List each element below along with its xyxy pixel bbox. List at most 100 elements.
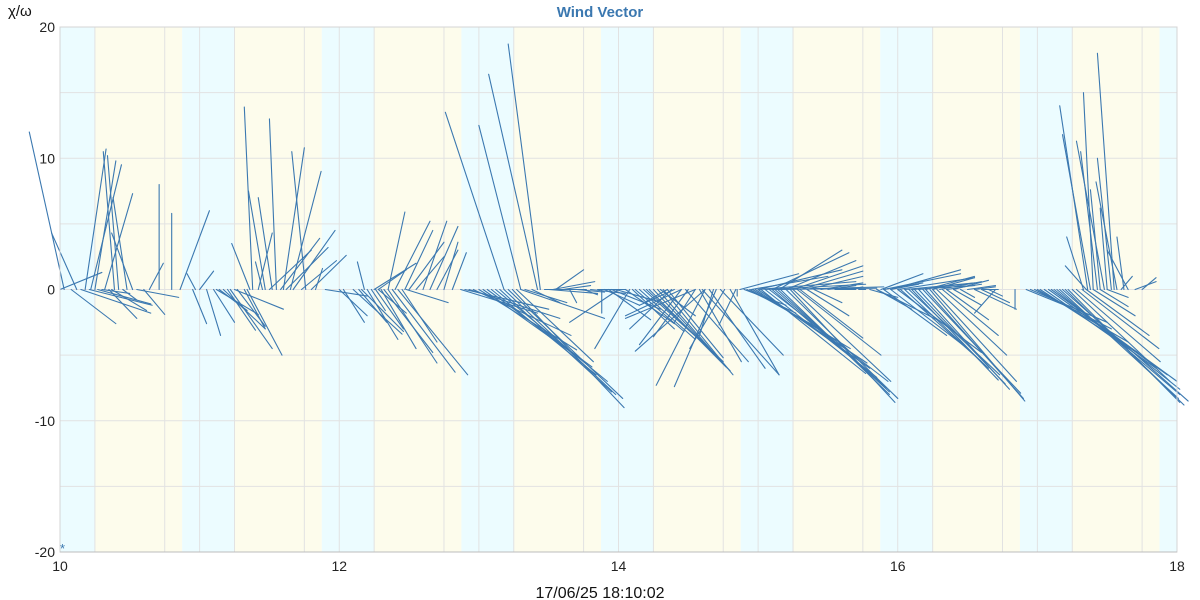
wind-vector-77 xyxy=(387,211,406,291)
wind-vector-6 xyxy=(84,148,107,291)
wind-vector-262 xyxy=(1064,265,1087,291)
wind-vector-81 xyxy=(415,256,445,291)
wind-vector-47 xyxy=(268,118,277,291)
wind-vector-187 xyxy=(785,260,857,291)
wind-vector-225 xyxy=(883,273,962,291)
wind-vector-112 xyxy=(562,285,592,291)
wind-vector-118 xyxy=(603,288,640,306)
wind-vector-155 xyxy=(624,288,682,317)
wind-vector-221 xyxy=(973,288,1017,310)
wind-vector-141 xyxy=(673,288,696,323)
wind-vector-109 xyxy=(548,288,599,294)
wind-vector-5 xyxy=(80,288,152,314)
wind-vector-208 xyxy=(908,288,1001,376)
wind-vector-103 xyxy=(444,111,505,291)
wind-vector-222 xyxy=(980,288,1011,304)
wind-vector-255 xyxy=(1075,288,1161,363)
wind-vector-27 xyxy=(186,273,196,291)
wind-vector-90 xyxy=(472,288,572,336)
wind-vector-3 xyxy=(70,288,117,325)
wind-vector-215 xyxy=(932,288,1017,382)
wind-vector-86 xyxy=(451,252,467,291)
wind-vector-70 xyxy=(387,288,438,364)
wind-vector-128 xyxy=(638,288,696,340)
wind-vector-143 xyxy=(701,288,780,376)
wind-vector-36 xyxy=(233,288,284,310)
wind-vector-176 xyxy=(806,288,850,317)
wind-vector-114 xyxy=(576,288,606,293)
wind-vector-231 xyxy=(925,275,976,291)
wind-vector-145 xyxy=(708,288,766,369)
wind-vector-101 xyxy=(520,288,606,319)
wind-vector-173 xyxy=(792,288,892,382)
wind-vector-84 xyxy=(436,249,459,291)
y-tick-label: -10 xyxy=(35,413,55,429)
wind-vector-series xyxy=(28,43,1189,409)
wind-vector-257 xyxy=(1085,288,1150,336)
wind-vector-137 xyxy=(629,288,673,330)
wind-vector-272 xyxy=(1095,181,1118,291)
wind-vector-203 xyxy=(883,288,948,336)
wind-vector-111 xyxy=(555,269,585,291)
wind-vector-233 xyxy=(939,281,983,291)
y-tick-label: 20 xyxy=(39,19,55,35)
wind-vector-218 xyxy=(946,288,990,321)
wind-vector-54 xyxy=(291,151,307,291)
wind-vector-127 xyxy=(634,288,685,333)
plot-frame xyxy=(59,26,1178,553)
wind-vector-276 xyxy=(1134,281,1157,291)
wind-vector-56 xyxy=(314,267,324,291)
wind-vector-188 xyxy=(792,265,864,291)
wind-vector-123 xyxy=(569,288,620,323)
wind-vector-220 xyxy=(960,288,976,298)
wind-vector-133 xyxy=(657,288,728,369)
wind-vector-66 xyxy=(375,288,405,330)
wind-vector-251 xyxy=(1061,288,1189,402)
wind-vector-211 xyxy=(918,288,1011,390)
wind-vector-68 xyxy=(380,288,417,350)
wind-vector-82 xyxy=(422,220,448,291)
wind-vector-171 xyxy=(785,288,899,399)
wind-vector-76 xyxy=(377,269,407,291)
wind-vector-59 xyxy=(342,288,365,323)
wind-vector-100 xyxy=(516,288,594,363)
chart-title: Wind Vector xyxy=(557,4,644,21)
wind-vector-15 xyxy=(102,151,116,291)
wind-vector-75 xyxy=(373,262,417,291)
wind-vector-190 xyxy=(806,275,864,291)
wind-vector-177 xyxy=(813,288,843,304)
wind-vector-12 xyxy=(104,193,134,291)
wind-vector-197 xyxy=(880,273,924,291)
wind-vector-186 xyxy=(778,249,843,291)
wind-vector-52 xyxy=(292,229,336,291)
wind-vector-4 xyxy=(51,232,78,291)
wind-vector-18 xyxy=(112,197,128,291)
wind-vector-214 xyxy=(929,288,1026,402)
wind-vector-21 xyxy=(143,288,166,315)
wind-vector-48 xyxy=(280,237,321,291)
wind-vector-13 xyxy=(108,288,138,319)
wind-vector-243 xyxy=(1036,288,1129,343)
wind-vector-184 xyxy=(757,269,843,291)
wind-vector-223 xyxy=(987,288,1004,297)
wind-vector-191 xyxy=(820,282,864,291)
y-tick-label: 10 xyxy=(39,150,55,166)
wind-vector-256 xyxy=(1081,288,1160,350)
wind-vector-22 xyxy=(148,262,164,291)
wind-vector-74 xyxy=(405,288,449,304)
wind-vector-17 xyxy=(122,288,138,301)
wind-vector-258 xyxy=(1092,288,1136,317)
wind-vector-195 xyxy=(848,286,864,291)
wind-vector-204 xyxy=(890,288,969,350)
wind-vector-161 xyxy=(751,288,851,350)
y-axis-label: χ/ω xyxy=(8,3,32,20)
wind-vector-2 xyxy=(28,131,65,291)
wind-vector-144 xyxy=(655,288,706,386)
wind-vector-80 xyxy=(408,241,445,291)
wind-vector-51 xyxy=(289,170,322,291)
wind-vector-99 xyxy=(511,288,625,409)
timestamp-footer: 17/06/25 18:10:02 xyxy=(535,585,664,600)
wind-vector-72 xyxy=(397,288,469,376)
wind-vector-79 xyxy=(404,229,434,291)
wind-vector-273 xyxy=(1120,275,1133,291)
